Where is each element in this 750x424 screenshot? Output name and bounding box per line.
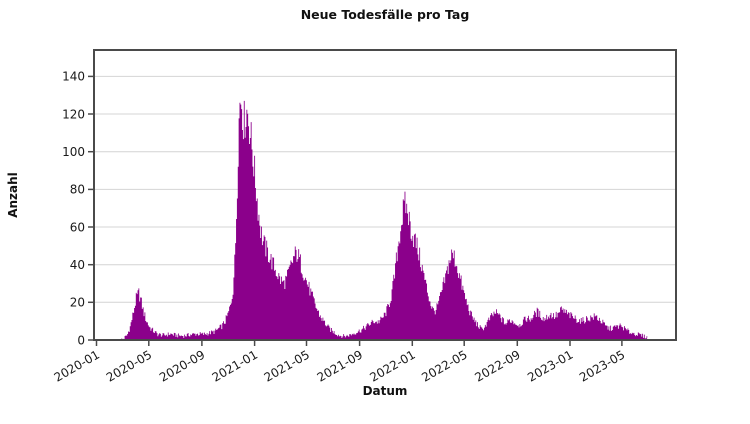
x-tick-label: 2020-09 (157, 347, 207, 384)
bars-series (120, 100, 648, 340)
x-tick-label: 2023-05 (577, 347, 627, 384)
x-tick-label: 2022-05 (419, 347, 469, 384)
x-axis-label: Datum (362, 384, 408, 398)
y-tick-label: 140 (62, 70, 85, 84)
y-tick-label: 100 (62, 145, 85, 159)
x-tick-label: 2020-01 (52, 347, 102, 384)
x-tick-label: 2022-01 (367, 347, 417, 384)
plot-border (93, 49, 677, 341)
y-tick-label: 80 (70, 183, 85, 197)
y-tick-label: 40 (70, 258, 85, 272)
x-tick-label: 2021-09 (315, 347, 365, 384)
x-tick-label: 2020-05 (104, 347, 154, 384)
x-tick-label: 2023-01 (525, 347, 575, 384)
y-tick-label: 120 (62, 107, 85, 121)
chart-title: Neue Todesfälle pro Tag (300, 7, 470, 22)
y-tick-label: 0 (77, 333, 85, 347)
y-tick-label: 20 (70, 296, 85, 310)
x-tick-label: 2021-01 (210, 347, 260, 384)
y-axis-label: Anzahl (6, 172, 20, 218)
y-tick-label: 60 (70, 220, 85, 234)
x-tick-label: 2022-09 (472, 347, 522, 384)
x-tick-label: 2021-05 (262, 347, 312, 384)
